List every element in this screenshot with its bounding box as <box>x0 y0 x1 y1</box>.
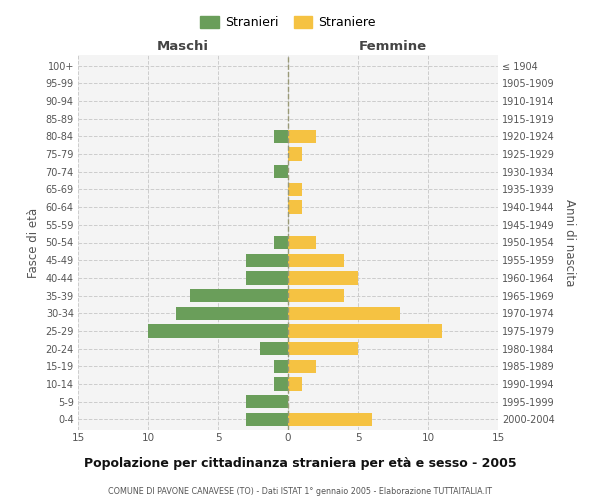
Bar <box>288 236 316 249</box>
Bar <box>288 289 344 302</box>
Bar <box>288 183 302 196</box>
Bar <box>288 306 400 320</box>
Bar <box>288 200 302 214</box>
Text: COMUNE DI PAVONE CANAVESE (TO) - Dati ISTAT 1° gennaio 2005 - Elaborazione TUTTA: COMUNE DI PAVONE CANAVESE (TO) - Dati IS… <box>108 488 492 496</box>
Bar <box>274 165 288 178</box>
Bar <box>274 360 288 373</box>
Bar <box>246 254 288 267</box>
Bar <box>288 413 372 426</box>
Bar <box>274 130 288 143</box>
Bar <box>288 324 442 338</box>
Bar <box>288 130 316 143</box>
Bar <box>288 342 358 355</box>
Bar <box>148 324 288 338</box>
Bar <box>246 395 288 408</box>
Bar <box>246 271 288 284</box>
Bar <box>274 236 288 249</box>
Bar <box>288 148 302 160</box>
Text: Popolazione per cittadinanza straniera per età e sesso - 2005: Popolazione per cittadinanza straniera p… <box>83 458 517 470</box>
Bar <box>190 289 288 302</box>
Text: Femmine: Femmine <box>359 40 427 53</box>
Bar <box>288 360 316 373</box>
Bar <box>260 342 288 355</box>
Bar <box>288 378 302 390</box>
Text: Maschi: Maschi <box>157 40 209 53</box>
Bar <box>176 306 288 320</box>
Bar <box>246 413 288 426</box>
Bar <box>274 378 288 390</box>
Y-axis label: Fasce di età: Fasce di età <box>27 208 40 278</box>
Bar <box>288 254 344 267</box>
Legend: Stranieri, Straniere: Stranieri, Straniere <box>195 11 381 34</box>
Y-axis label: Anni di nascita: Anni di nascita <box>563 199 577 286</box>
Bar <box>288 271 358 284</box>
